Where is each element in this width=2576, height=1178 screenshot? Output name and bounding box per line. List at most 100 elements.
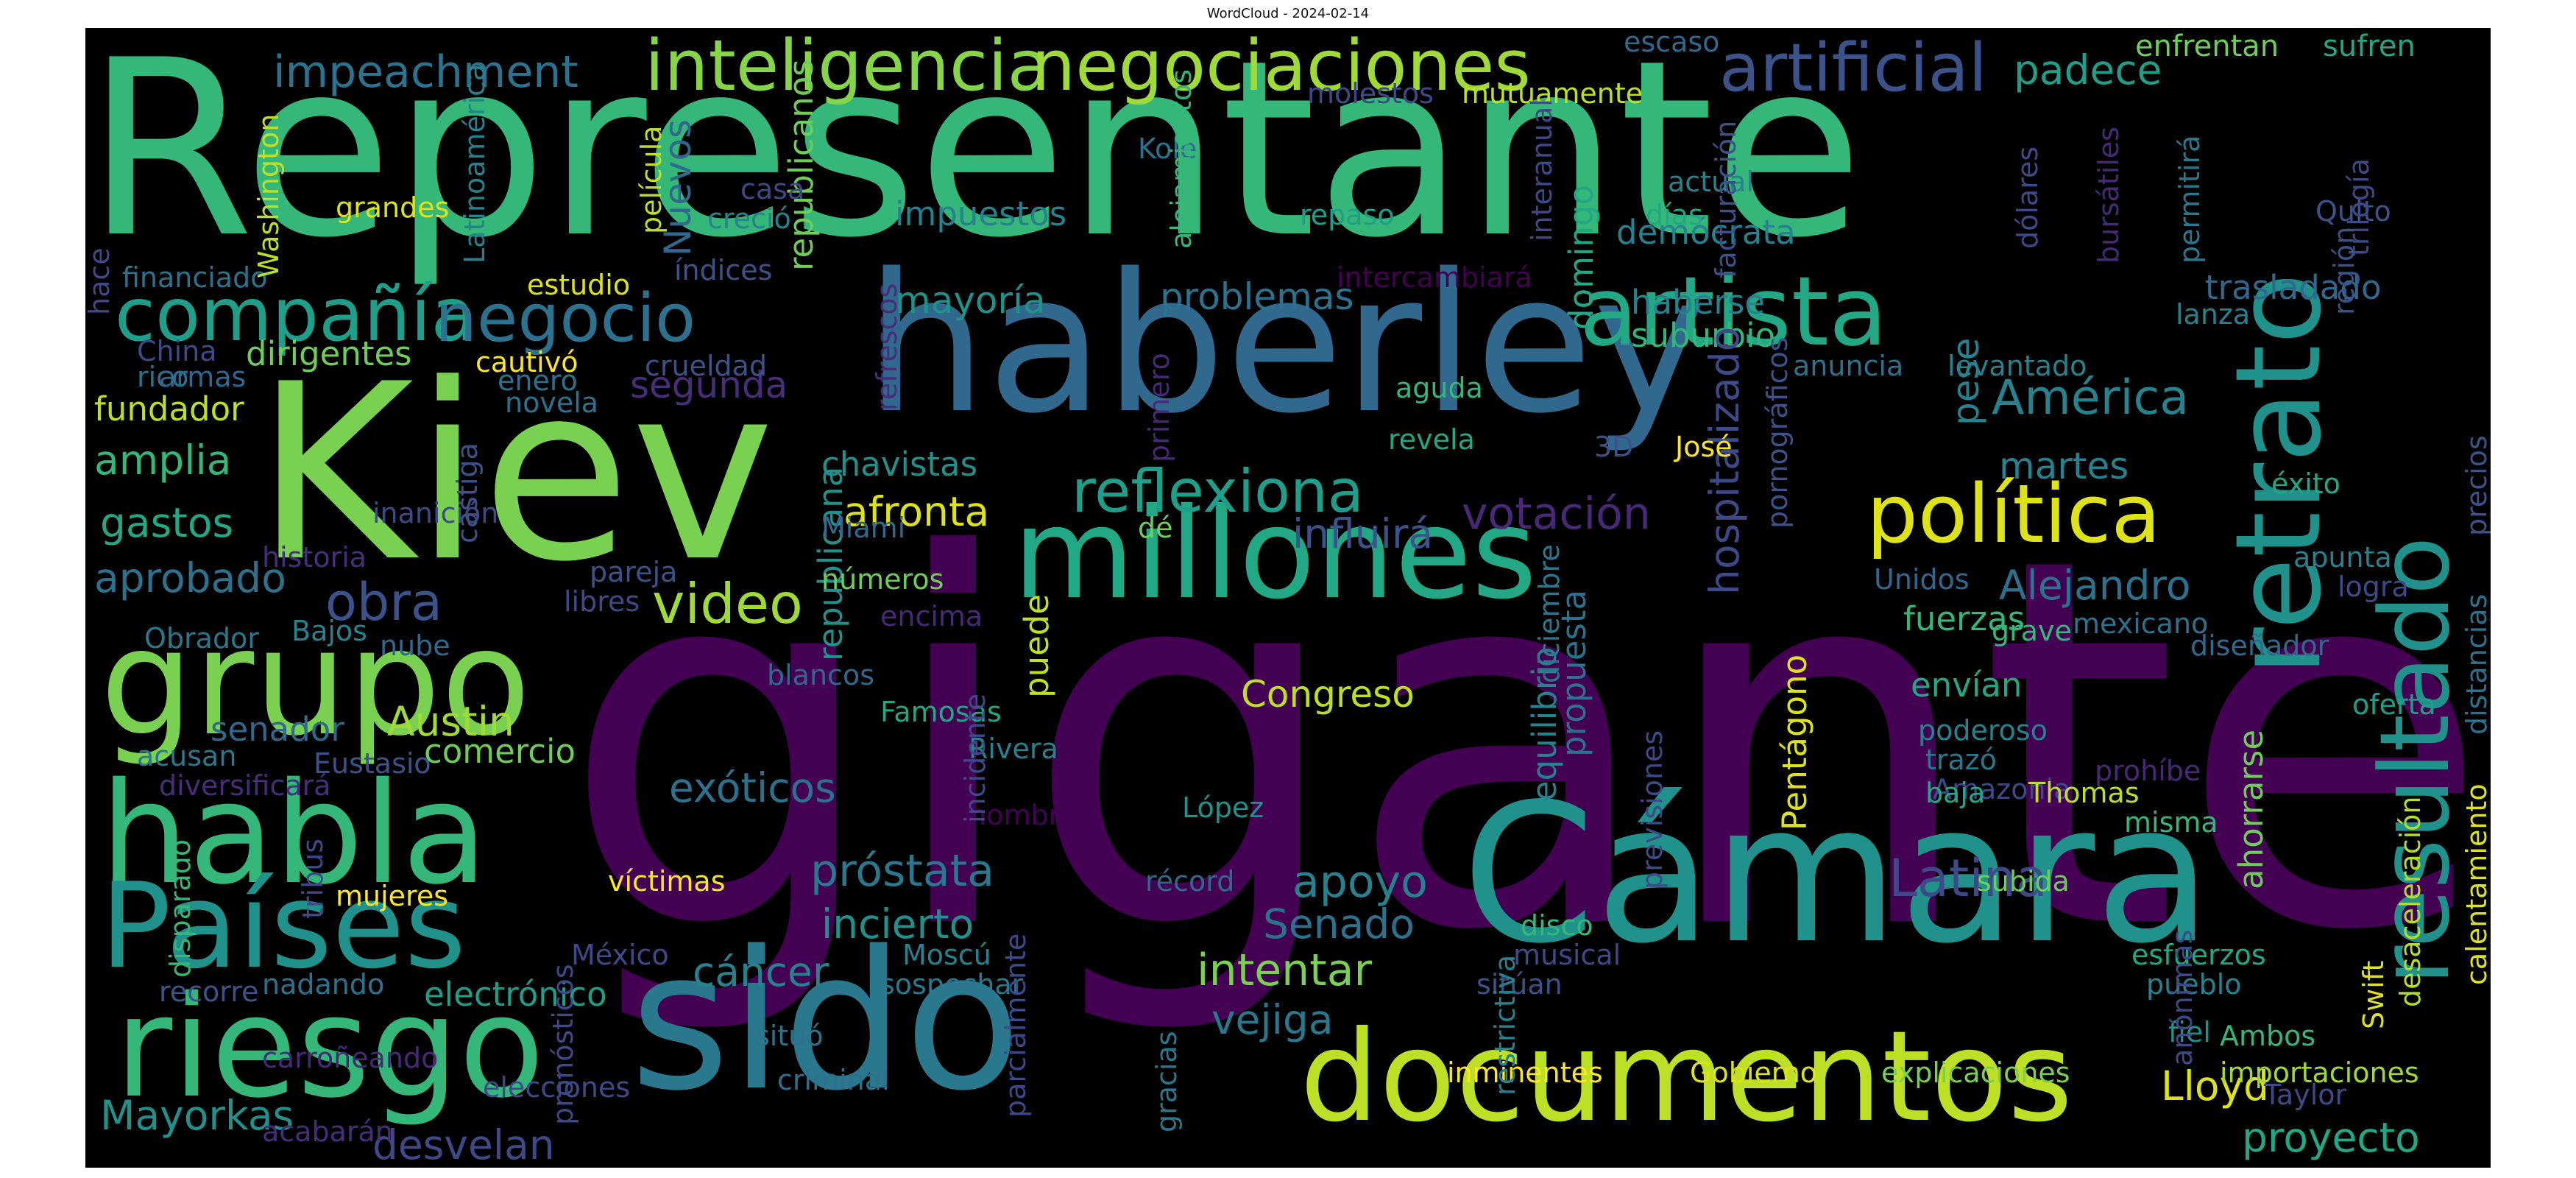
word-7: millones bbox=[1013, 482, 1538, 627]
word-50: segunda bbox=[630, 364, 788, 406]
word-107: José bbox=[1675, 431, 1733, 463]
word-16: artificial bbox=[1719, 29, 1987, 107]
word-136: sitúan bbox=[1476, 968, 1563, 1001]
word-21: negocio bbox=[435, 280, 696, 357]
word-179: distancias bbox=[2460, 593, 2491, 735]
word-54: amplia bbox=[94, 437, 232, 484]
word-140: criminal bbox=[777, 1064, 890, 1096]
word-41: exóticos bbox=[669, 764, 836, 811]
word-28: padece bbox=[2014, 46, 2162, 94]
word-185: dólares bbox=[2011, 146, 2044, 249]
word-168: diversificará bbox=[159, 769, 331, 802]
word-108: 3D bbox=[1594, 431, 1634, 463]
word-17: política bbox=[1866, 467, 2161, 561]
word-114: diseñador bbox=[2190, 629, 2329, 662]
word-167: acusan bbox=[137, 740, 237, 772]
word-117: trazó bbox=[1925, 744, 1998, 776]
word-25: Latina bbox=[1889, 848, 2048, 909]
word-163: inanición bbox=[372, 497, 499, 529]
word-144: nadando bbox=[262, 968, 385, 1001]
word-165: Obrador bbox=[144, 622, 259, 655]
word-60: martes bbox=[1999, 445, 2129, 487]
word-36: vejiga bbox=[1211, 996, 1334, 1043]
word-170: disparado bbox=[164, 839, 197, 978]
word-19: negociaciones bbox=[1031, 28, 1531, 107]
word-138: víctimas bbox=[608, 865, 726, 897]
word-186: facturación bbox=[1710, 120, 1742, 278]
word-127: fiel bbox=[2168, 1016, 2211, 1048]
word-160: libres bbox=[564, 585, 640, 618]
word-52: dirigentes bbox=[246, 334, 412, 373]
word-11: Países bbox=[100, 857, 466, 995]
word-3: Kiev bbox=[255, 332, 775, 615]
word-131: explicaciones bbox=[1881, 1057, 2070, 1089]
word-45: chavistas bbox=[821, 445, 978, 484]
word-9: grupo bbox=[100, 597, 531, 769]
word-24: obra bbox=[325, 572, 442, 632]
word-49: mayoría bbox=[895, 279, 1046, 322]
word-73: domingo bbox=[1562, 184, 1601, 330]
word-155: encima bbox=[880, 600, 983, 632]
word-171: pronósticos bbox=[547, 964, 579, 1125]
word-10: habla bbox=[100, 752, 488, 915]
word-115: grave bbox=[1992, 615, 2072, 647]
word-66: suburbio bbox=[1631, 316, 1776, 355]
word-192: primero bbox=[1143, 353, 1175, 462]
word-157: pareja bbox=[590, 556, 678, 588]
word-146: carroñeando bbox=[262, 1042, 439, 1074]
word-33: Mayorkas bbox=[100, 1092, 294, 1139]
word-161: nube bbox=[380, 629, 450, 662]
word-122: baja bbox=[1925, 777, 1986, 809]
word-40: apoyo bbox=[1292, 856, 1428, 908]
word-139: situó bbox=[755, 1020, 824, 1052]
word-198: hace bbox=[85, 247, 116, 315]
word-105: levantado bbox=[1947, 350, 2087, 382]
word-195: película bbox=[635, 125, 668, 234]
word-55: gastos bbox=[100, 499, 234, 546]
word-128: Ambos bbox=[2220, 1020, 2316, 1052]
word-4: haberley bbox=[866, 233, 1707, 456]
word-97: intercambiará bbox=[1337, 261, 1532, 294]
word-134: musical bbox=[1513, 939, 1621, 971]
word-8: documentos bbox=[1300, 1004, 2073, 1150]
word-137: récord bbox=[1145, 865, 1235, 897]
word-1: Representante bbox=[85, 28, 1864, 291]
word-120: oferta bbox=[2352, 688, 2436, 721]
word-86: repaso bbox=[1300, 199, 1395, 231]
word-148: acabarán bbox=[262, 1115, 393, 1148]
word-37: cáncer bbox=[693, 948, 829, 995]
word-193: refrescos bbox=[871, 283, 903, 411]
word-156: números bbox=[821, 563, 944, 596]
word-159: Miami bbox=[821, 512, 906, 544]
word-92: financiado bbox=[122, 261, 268, 294]
word-12: riesgo bbox=[115, 966, 545, 1129]
word-79: sufren bbox=[2323, 29, 2416, 63]
word-184: bursátiles bbox=[2092, 126, 2125, 264]
word-153: Famosas bbox=[880, 696, 1002, 728]
word-35: intentar bbox=[1197, 945, 1373, 996]
word-177: desaceleración bbox=[2394, 796, 2427, 1007]
word-129: Taylor bbox=[2264, 1079, 2347, 1111]
word-80: escaso bbox=[1624, 28, 1720, 58]
word-147: elecciones bbox=[483, 1071, 631, 1104]
word-143: México bbox=[571, 939, 669, 971]
word-183: permitirá bbox=[2173, 135, 2206, 264]
word-172: parcialmente bbox=[999, 933, 1032, 1118]
word-174: restrictiva bbox=[1489, 954, 1521, 1096]
word-94: rico bbox=[137, 361, 189, 393]
word-104: anuncia bbox=[1793, 350, 1904, 382]
word-96: índices bbox=[674, 254, 773, 286]
word-99: crueldad bbox=[645, 350, 768, 382]
word-cloud: Representante gigante Kiev haberley Cámara si… bbox=[85, 28, 2491, 1168]
word-48: problemas bbox=[1160, 275, 1354, 318]
word-77: puede bbox=[1017, 593, 1056, 698]
word-100: enero bbox=[498, 364, 578, 397]
word-121: Thomas bbox=[2028, 777, 2140, 809]
word-42: Austin bbox=[387, 698, 514, 745]
word-151: López bbox=[1182, 791, 1264, 824]
word-196: Latinoamérica bbox=[459, 63, 491, 264]
word-176: Swift bbox=[2357, 960, 2390, 1029]
word-113: mexicano bbox=[2073, 607, 2209, 640]
word-189: diciembre bbox=[1533, 544, 1565, 683]
word-2: gigante bbox=[560, 450, 2491, 1041]
